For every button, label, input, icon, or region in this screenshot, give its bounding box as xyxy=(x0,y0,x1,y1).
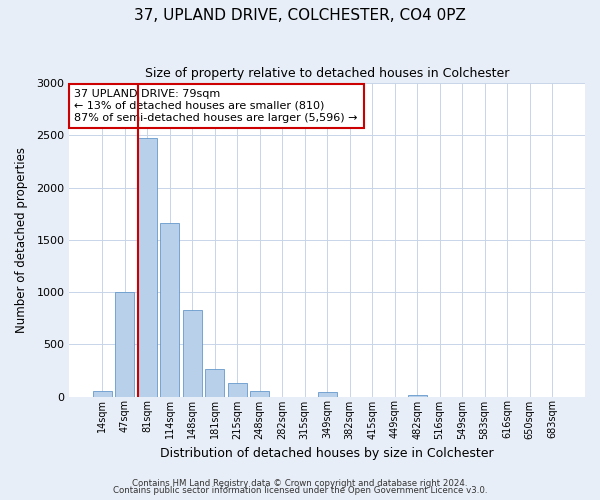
Bar xyxy=(407,395,427,396)
Bar xyxy=(160,223,179,396)
Bar xyxy=(250,392,269,396)
Text: Contains public sector information licensed under the Open Government Licence v3: Contains public sector information licen… xyxy=(113,486,487,495)
X-axis label: Distribution of detached houses by size in Colchester: Distribution of detached houses by size … xyxy=(160,447,494,460)
Bar xyxy=(115,292,134,397)
Y-axis label: Number of detached properties: Number of detached properties xyxy=(15,147,28,333)
Title: Size of property relative to detached houses in Colchester: Size of property relative to detached ho… xyxy=(145,68,509,80)
Bar xyxy=(93,391,112,396)
Bar xyxy=(227,383,247,396)
Bar xyxy=(138,138,157,396)
Bar xyxy=(317,392,337,396)
Text: 37 UPLAND DRIVE: 79sqm
← 13% of detached houses are smaller (810)
87% of semi-de: 37 UPLAND DRIVE: 79sqm ← 13% of detached… xyxy=(74,90,358,122)
Bar xyxy=(205,369,224,396)
Text: 37, UPLAND DRIVE, COLCHESTER, CO4 0PZ: 37, UPLAND DRIVE, COLCHESTER, CO4 0PZ xyxy=(134,8,466,22)
Text: Contains HM Land Registry data © Crown copyright and database right 2024.: Contains HM Land Registry data © Crown c… xyxy=(132,478,468,488)
Bar xyxy=(182,310,202,396)
